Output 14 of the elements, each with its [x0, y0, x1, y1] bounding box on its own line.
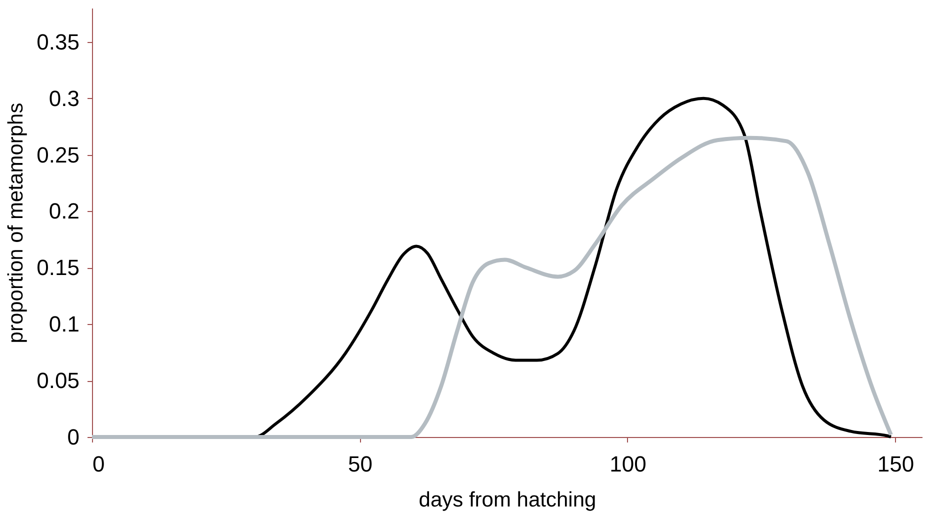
y-tick-label: 0.3: [48, 86, 80, 111]
y-tick-label: 0.05: [36, 368, 80, 394]
y-tick-label: 0.1: [48, 312, 80, 337]
y-tick-label: 0: [67, 424, 80, 450]
y-tick-label: 0.15: [36, 255, 80, 280]
y-tick-label: 0.25: [36, 142, 80, 168]
x-axis-title: days from hatching: [418, 488, 596, 512]
y-tick-label: 0.2: [48, 198, 80, 224]
y-tick-label: 0.35: [36, 29, 80, 54]
x-tick-label: 0: [92, 452, 105, 476]
x-tick-label: 100: [610, 452, 646, 476]
y-axis-title: proportion of metamorphs: [4, 102, 28, 344]
x-tick-label: 50: [348, 452, 372, 476]
x-tick-label: 150: [877, 452, 914, 476]
